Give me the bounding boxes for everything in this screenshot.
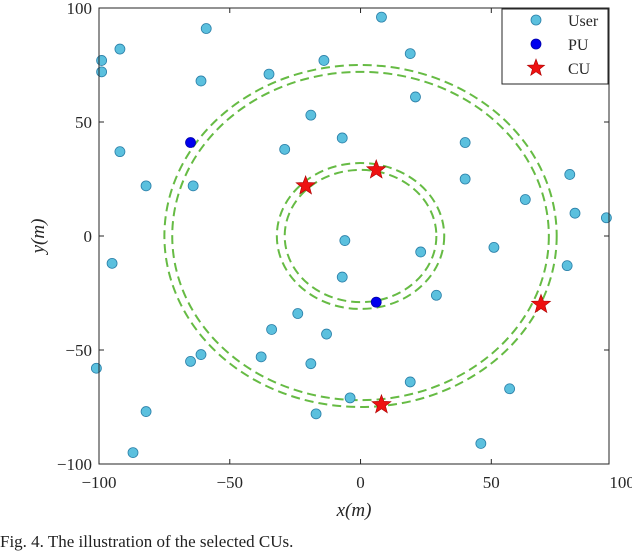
y-tick-label: 0 <box>84 227 93 246</box>
ring-1-inner <box>171 70 550 402</box>
user-point-36 <box>90 362 102 374</box>
ticks-layer: −100 −50 0 50 100 −100 −50 0 50 100 <box>57 0 632 492</box>
user-point-0 <box>96 66 108 78</box>
user-point-30 <box>266 324 278 335</box>
user-point-1 <box>96 55 108 66</box>
user-point-11 <box>336 132 348 144</box>
user-point-7 <box>318 55 330 66</box>
user-point-2 <box>114 43 126 55</box>
user-point-22 <box>339 235 351 246</box>
ring-1-outer <box>163 64 558 408</box>
cu-point-2 <box>530 293 552 314</box>
user-point-42 <box>127 447 139 459</box>
legend-label-user: User <box>568 13 599 30</box>
x-tick-label: 50 <box>483 473 500 492</box>
x-tick-label: −100 <box>81 473 116 492</box>
user-point-31 <box>321 328 332 340</box>
user-point-41 <box>140 406 152 417</box>
user-point-23 <box>415 246 427 258</box>
user-point-32 <box>255 351 267 363</box>
user-point-17 <box>459 173 471 185</box>
user-point-16 <box>459 137 471 148</box>
legend-marker-pu <box>530 38 542 50</box>
legend-marker-cu <box>526 58 546 76</box>
legend: User PU CU <box>501 8 609 85</box>
legend-box <box>501 8 609 85</box>
user-point-15 <box>140 180 152 192</box>
user-point-40 <box>310 408 322 420</box>
y-tick-label: −50 <box>65 341 92 360</box>
pu-point-1 <box>370 296 382 308</box>
user-point-38 <box>504 383 516 395</box>
user-point-21 <box>600 212 612 224</box>
y-axis-label: y(m) <box>28 219 49 256</box>
user-point-39 <box>344 392 356 404</box>
points-layer <box>90 11 612 459</box>
user-point-24 <box>488 241 500 253</box>
user-point-33 <box>195 349 207 360</box>
user-point-3 <box>200 23 212 34</box>
figure-caption: Fig. 4. The illustration of the selected… <box>0 532 294 551</box>
y-tick-label: 50 <box>75 113 92 132</box>
ring-0-outer <box>275 162 446 310</box>
user-point-8 <box>404 48 416 59</box>
user-point-14 <box>187 180 199 192</box>
x-axis-label: x(m) <box>336 500 372 521</box>
legend-label-pu: PU <box>568 37 589 54</box>
user-point-10 <box>305 109 317 121</box>
user-point-28 <box>430 289 442 301</box>
rings-layer <box>163 64 558 408</box>
user-point-6 <box>263 68 275 80</box>
scatter-chart: −100 −50 0 50 100 −100 −50 0 50 100 x(m) y(m) Use… <box>28 0 632 521</box>
user-point-13 <box>114 146 126 158</box>
legend-marker-user <box>530 14 542 26</box>
y-tick-label: 100 <box>67 0 93 18</box>
user-point-25 <box>106 257 118 269</box>
cu-point-0 <box>295 174 316 195</box>
user-point-4 <box>376 11 387 23</box>
x-tick-label: 0 <box>356 473 365 492</box>
user-point-37 <box>404 376 416 388</box>
pu-point-0 <box>185 137 196 148</box>
user-point-5 <box>195 75 207 87</box>
user-point-19 <box>564 169 576 180</box>
user-point-18 <box>519 194 531 205</box>
user-point-43 <box>475 438 487 449</box>
user-point-12 <box>279 143 291 155</box>
user-point-26 <box>336 271 348 283</box>
x-tick-label: −50 <box>216 473 243 492</box>
cu-point-3 <box>371 393 392 414</box>
user-point-34 <box>185 355 196 367</box>
x-tick-label: 100 <box>609 473 632 492</box>
user-point-29 <box>292 308 304 319</box>
user-point-35 <box>305 358 317 370</box>
ring-0-inner <box>283 168 438 304</box>
y-tick-label: −100 <box>57 455 92 474</box>
cu-point-1 <box>365 159 387 179</box>
user-point-9 <box>410 91 421 103</box>
user-point-20 <box>569 207 581 219</box>
legend-label-cu: CU <box>568 61 591 78</box>
user-point-27 <box>561 260 573 272</box>
